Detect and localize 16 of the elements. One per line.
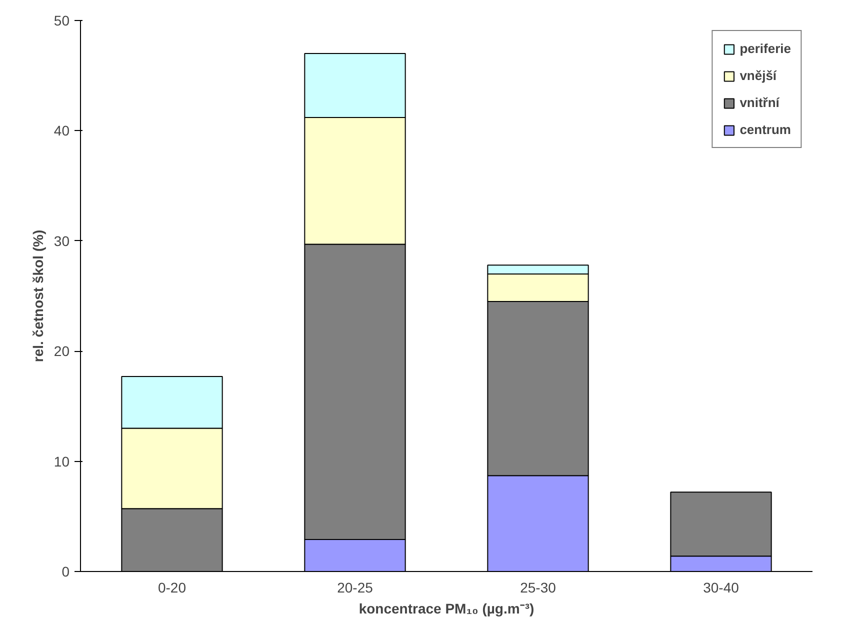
legend-label: periferie <box>740 41 791 56</box>
legend-label: centrum <box>740 122 791 137</box>
y-tick-label: 0 <box>62 564 70 580</box>
y-tick-label: 30 <box>54 232 70 249</box>
y-tick-label: 10 <box>54 453 70 470</box>
x-tick-label: 25-30 <box>520 580 556 596</box>
x-tick-label: 20-25 <box>337 580 374 596</box>
legend-label: vnitřní <box>740 95 780 110</box>
y-tick-label: 20 <box>54 343 70 360</box>
y-tick-label: 50 <box>54 12 70 28</box>
x-tick-label: 30-40 <box>703 580 740 596</box>
x-tick-label: 0-20 <box>158 580 186 596</box>
y-tick-label: 40 <box>54 122 70 139</box>
x-axis-title: koncentrace PM₁₀ (µg.m⁻³) <box>358 600 534 616</box>
y-axis-title: rel. četnost škol (%) <box>30 230 46 362</box>
legend-label: vnější <box>740 68 777 83</box>
